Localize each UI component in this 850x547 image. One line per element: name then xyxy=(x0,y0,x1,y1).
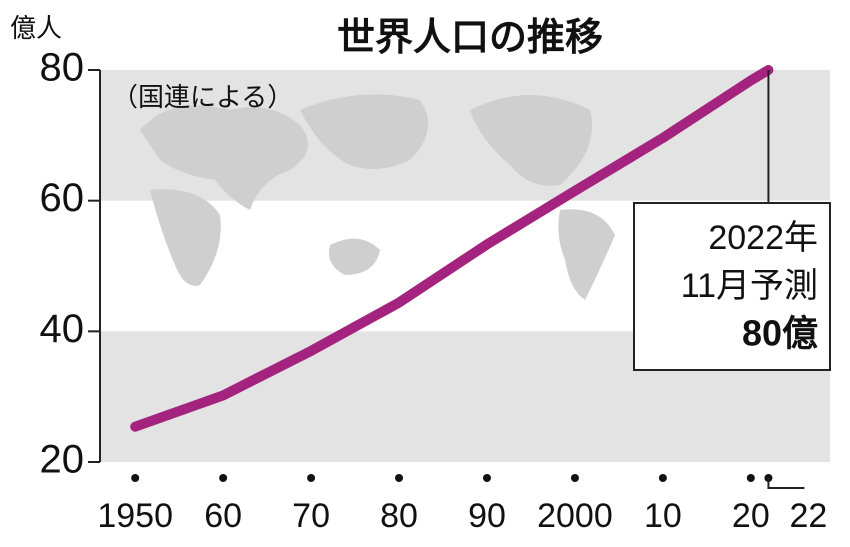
x-tick-label: 60 xyxy=(204,497,242,535)
y-tick-label: 20 xyxy=(40,438,85,482)
x-tick-dot xyxy=(482,474,491,482)
x-tick-label: 10 xyxy=(644,497,682,535)
x-tick-dot xyxy=(395,474,404,482)
x-tick-label: 80 xyxy=(380,497,418,535)
y-tick-label: 40 xyxy=(40,307,85,351)
annotation-line: 2022年 xyxy=(708,219,818,257)
y-tick-label: 60 xyxy=(40,176,85,220)
y-axis-label: 億人 xyxy=(10,13,62,43)
x-tick-dot xyxy=(746,474,755,482)
x-tick-label: 2000 xyxy=(537,497,613,535)
x-tick-dot xyxy=(307,474,316,482)
x-tick-dot xyxy=(131,474,140,482)
world-map xyxy=(140,94,615,300)
annotation-box xyxy=(633,202,831,371)
annotation-line: 11月予測 xyxy=(681,267,818,305)
x-tick-label: 22 xyxy=(790,497,828,535)
x-tick-label: 90 xyxy=(468,497,506,535)
annotation-line: 80億 xyxy=(742,313,818,354)
x-tick-label: 20 xyxy=(732,497,770,535)
population-line xyxy=(130,65,774,432)
x-tick-dot xyxy=(219,474,228,482)
x-tick-dot xyxy=(658,474,667,482)
x-tick-bracket xyxy=(767,478,805,489)
x-tick-label: 70 xyxy=(292,497,330,535)
plot-area xyxy=(130,65,774,432)
chart-title: 世界人口の推移 xyxy=(337,17,603,59)
x-tick-label: 1950 xyxy=(97,497,173,535)
subtitle: （国連による） xyxy=(112,83,293,112)
y-tick-label: 80 xyxy=(40,46,85,90)
x-tick-dot xyxy=(570,474,579,482)
